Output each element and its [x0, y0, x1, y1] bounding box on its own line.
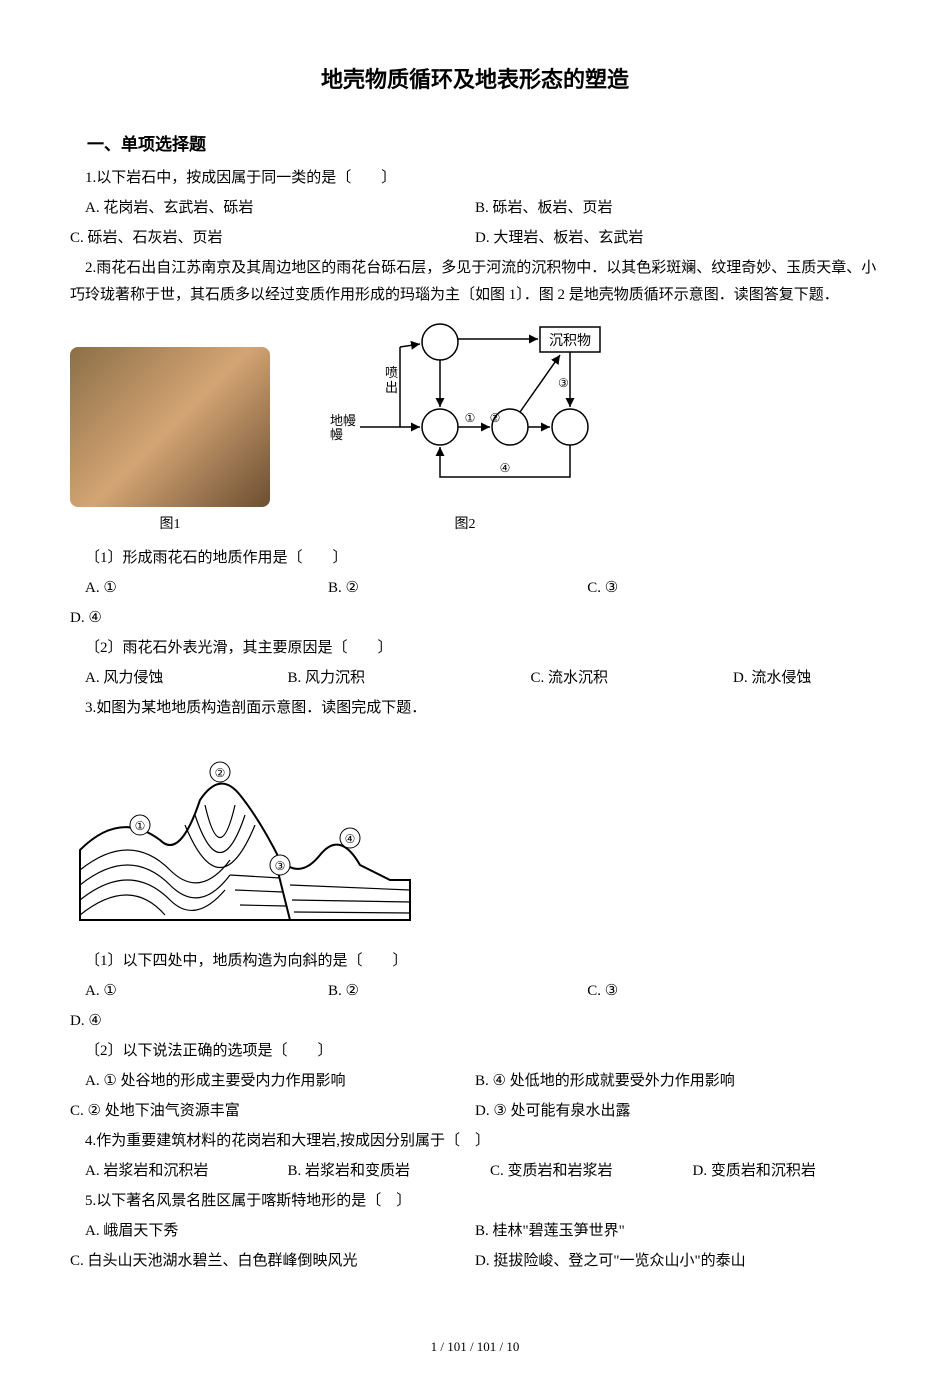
q4-optC: C. 变质岩和岩浆岩 [475, 1158, 678, 1185]
q1-options: A. 花岗岩、玄武岩、砾岩 B. 砾岩、板岩、页岩 [70, 195, 880, 222]
q2s1-optA: A. ① [70, 575, 313, 602]
diman-label: 地幔 [330, 413, 356, 428]
q2s2-optD: D. 流水侵蚀 [718, 665, 880, 692]
img1-container: 图1 [70, 347, 270, 537]
q3s2-optC: C. ② 处地下油气资源丰富 [70, 1098, 475, 1125]
q2s2-optC: C. 流水沉积 [516, 665, 719, 692]
q2-sub1-options: A. ① B. ② C. ③ [70, 575, 880, 602]
q3-sub1-options: A. ① B. ② C. ③ [70, 978, 880, 1005]
q4-text: 4.作为重要建筑材料的花岗岩和大理岩,按成因分别属于〔 〕 [70, 1128, 880, 1155]
q3-sub2-options-1: A. ① 处谷地的形成主要受内力作用影响 B. ④ 处低地的形成就要受外力作用影… [70, 1068, 880, 1095]
q2-images: 图1 沉积物 地幔 幔 [70, 317, 880, 537]
q3s1-optC: C. ③ [572, 978, 880, 1005]
q3-sub1-text: 〔1〕以下四处中，地质构造为向斜的是〔 〕 [70, 948, 880, 975]
q5-optB: B. 桂林"碧莲玉笋世界" [475, 1218, 880, 1245]
img1-label: 图1 [160, 512, 181, 537]
q2s2-optA: A. 风力侵蚀 [70, 665, 273, 692]
q2s1-optC: C. ③ [572, 575, 880, 602]
q3s1-optD: D. ④ [70, 1008, 880, 1035]
img3-svg: ① ② ③ ④ [70, 730, 420, 930]
q5-options-1: A. 峨眉天下秀 B. 桂林"碧莲玉笋世界" [70, 1218, 880, 1245]
q3s1-optA: A. ① [70, 978, 313, 1005]
q3-n3: ③ [275, 859, 286, 873]
q2-sub1-text: 〔1〕形成雨花石的地质作用是〔 〕 [70, 545, 880, 572]
q2-intro: 2.雨花石出自江苏南京及其周边地区的雨花台砾石层，多见于河流的沉积物中．以其色彩… [70, 255, 880, 309]
q3-sub2-options-2: C. ② 处地下油气资源丰富 D. ③ 处可能有泉水出露 [70, 1098, 880, 1125]
q5-text: 5.以下著名风景名胜区属于喀斯特地形的是〔 〕 [70, 1188, 880, 1215]
q2-sub2-text: 〔2〕雨花石外表光滑，其主要原因是〔 〕 [70, 635, 880, 662]
q3-n4: ④ [345, 832, 356, 846]
q1-optC: C. 砾岩、石灰岩、页岩 [70, 225, 475, 252]
page-footer: 1 / 101 / 101 / 10 [70, 1335, 880, 1358]
q4-optA: A. 岩浆岩和沉积岩 [70, 1158, 273, 1185]
q5-options-2: C. 白头山天池湖水碧兰、白色群峰倒映风光 D. 挺拔险峻、登之可"一览众山小"… [70, 1248, 880, 1275]
q5-optA: A. 峨眉天下秀 [70, 1218, 475, 1245]
q3-n2: ② [215, 766, 226, 780]
q1-optB: B. 砾岩、板岩、页岩 [475, 195, 880, 222]
page-title: 地壳物质循环及地表形态的塑造 [70, 60, 880, 100]
q3-intro: 3.如图为某地地质构造剖面示意图．读图完成下题． [70, 695, 880, 722]
q5-optC: C. 白头山天池湖水碧兰、白色群峰倒映风光 [70, 1248, 475, 1275]
q2-sub2-options: A. 风力侵蚀 B. 风力沉积 C. 流水沉积 D. 流水侵蚀 [70, 665, 880, 692]
q3s2-optD: D. ③ 处可能有泉水出露 [475, 1098, 880, 1125]
sediment-label: 沉积物 [549, 333, 591, 349]
penchu-label: 喷 [385, 365, 398, 380]
n1: ① [465, 411, 476, 425]
q1-options-2: C. 砾岩、石灰岩、页岩 D. 大理岩、板岩、玄武岩 [70, 225, 880, 252]
q4-optD: D. 变质岩和沉积岩 [678, 1158, 881, 1185]
q2s2-optB: B. 风力沉积 [273, 665, 516, 692]
q3-sub2-text: 〔2〕以下说法正确的选项是〔 〕 [70, 1038, 880, 1065]
section-header: 一、单项选择题 [70, 130, 880, 161]
q4-options: A. 岩浆岩和沉积岩 B. 岩浆岩和变质岩 C. 变质岩和岩浆岩 D. 变质岩和… [70, 1158, 880, 1185]
q3s1-optB: B. ② [313, 978, 572, 1005]
q3s2-optA: A. ① 处谷地的形成主要受内力作用影响 [70, 1068, 475, 1095]
q2s1-optB: B. ② [313, 575, 572, 602]
q5-optD: D. 挺拔险峻、登之可"一览众山小"的泰山 [475, 1248, 880, 1275]
q3s2-optB: B. ④ 处低地的形成就要受外力作用影响 [475, 1068, 880, 1095]
img2-container: 沉积物 地幔 幔 喷 出 [310, 317, 620, 537]
svg-text:幔: 幔 [330, 427, 343, 442]
q1-optA: A. 花岗岩、玄武岩、砾岩 [70, 195, 475, 222]
q2s1-optD: D. ④ [70, 605, 880, 632]
n4: ④ [500, 461, 511, 475]
img1-placeholder [70, 347, 270, 507]
q4-optB: B. 岩浆岩和变质岩 [273, 1158, 476, 1185]
img2-svg: 沉积物 地幔 幔 喷 出 [310, 317, 620, 507]
q1-optD: D. 大理岩、板岩、玄武岩 [475, 225, 880, 252]
q1-text: 1.以下岩石中，按成因属于同一类的是〔 〕 [70, 165, 880, 192]
img3-container: ① ② ③ ④ [70, 730, 880, 940]
svg-text:出: 出 [385, 380, 398, 395]
q3-n1: ① [135, 819, 146, 833]
n2: ② [490, 411, 501, 425]
img2-label: 图2 [455, 512, 476, 537]
n3: ③ [558, 376, 569, 390]
